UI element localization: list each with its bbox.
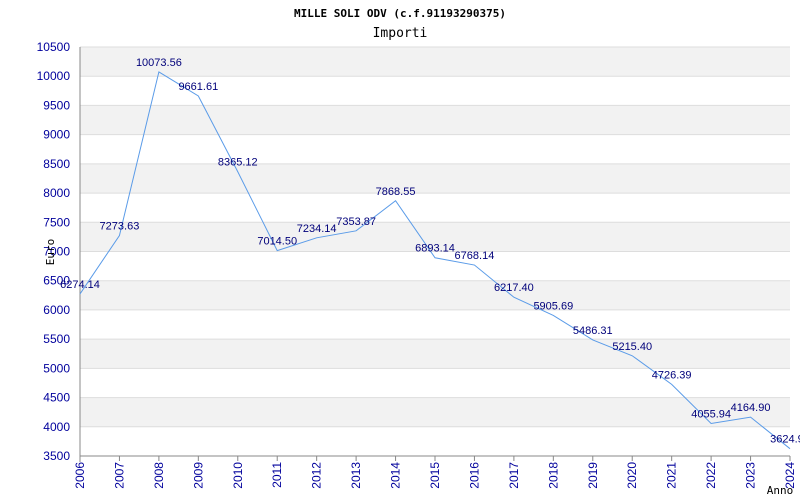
- data-label: 6768.14: [455, 250, 495, 262]
- x-tick-label: 2015: [428, 462, 442, 489]
- y-axis-title: Euro: [44, 239, 57, 266]
- y-tick-label: 9000: [43, 128, 70, 142]
- x-tick-label: 2012: [310, 462, 324, 489]
- data-label: 4164.90: [731, 402, 771, 414]
- x-tick-label: 2018: [546, 462, 560, 489]
- y-tick-label: 6000: [43, 303, 70, 317]
- x-tick-label: 2007: [112, 462, 126, 489]
- y-tick-label: 5500: [43, 332, 70, 346]
- y-tick-label: 4000: [43, 420, 70, 434]
- grid-band: [80, 280, 790, 310]
- grid-band: [80, 339, 790, 369]
- grid-band: [80, 134, 790, 164]
- chart-subtitle: Importi: [373, 26, 428, 41]
- y-tick-label: 8000: [43, 186, 70, 200]
- data-labels: 6274.14 7273.63 10073.56 9661.61 8365.12 7014…: [60, 57, 800, 446]
- grid-bands: [80, 47, 790, 456]
- x-tick-label: 2006: [73, 462, 87, 489]
- x-tick-label: 2023: [744, 462, 758, 489]
- x-tick-label: 2017: [507, 462, 521, 489]
- y-tick-label: 4500: [43, 391, 70, 405]
- chart-title: MILLE SOLI ODV (c.f.91193290375): [294, 7, 506, 20]
- grid-band: [80, 76, 790, 106]
- data-label: 8365.12: [218, 157, 258, 169]
- data-label: 3624.90: [770, 434, 800, 446]
- data-label: 6274.14: [60, 279, 100, 291]
- series-line: [79, 71, 791, 450]
- series-line-group: [79, 71, 791, 450]
- y-tick-label: 7000: [43, 245, 70, 259]
- grid-band: [80, 163, 790, 194]
- x-tick-label: 2013: [349, 462, 363, 489]
- y-tick-label: 8500: [43, 157, 70, 171]
- grid-band: [80, 426, 790, 456]
- y-tick-label: 5000: [43, 361, 70, 375]
- y-tick-label: 9500: [43, 98, 70, 112]
- data-label: 5215.40: [612, 341, 652, 353]
- x-tick-label: 2010: [231, 462, 245, 489]
- grid-band: [80, 397, 790, 427]
- data-label: 7014.50: [257, 236, 297, 248]
- grid-band: [80, 193, 790, 223]
- grid-band: [80, 309, 790, 340]
- x-axis-ticks: 2006 2007 2008 2009 2010 2011 2012 2013 2014 2015…: [73, 456, 797, 489]
- data-label: 7353.87: [336, 216, 376, 228]
- data-label: 4726.39: [652, 369, 692, 381]
- x-tick-label: 2021: [665, 462, 679, 489]
- grid-band: [80, 47, 790, 77]
- grid-band: [80, 105, 790, 135]
- y-tick-label: 7500: [43, 215, 70, 229]
- x-tick-label: 2022: [704, 462, 718, 489]
- x-tick-label: 2008: [152, 462, 166, 489]
- data-label: 6217.40: [494, 282, 534, 294]
- x-tick-label: 2020: [625, 462, 639, 489]
- x-axis-title: Anno: [767, 484, 794, 497]
- data-label: 7868.55: [376, 186, 416, 198]
- data-label: 6893.14: [415, 243, 455, 255]
- data-label: 5486.31: [573, 325, 613, 337]
- data-label: 4055.94: [691, 409, 731, 421]
- grid-lines: [80, 46, 790, 457]
- x-tick-label: 2011: [270, 462, 284, 488]
- data-label: 10073.56: [136, 57, 182, 69]
- x-tick-label: 2019: [586, 462, 600, 489]
- data-label: 7234.14: [297, 223, 337, 235]
- grid-band: [80, 251, 790, 281]
- data-label: 5905.69: [533, 300, 573, 312]
- data-label: 9661.61: [178, 81, 218, 93]
- x-tick-label: 2024: [783, 462, 797, 489]
- x-tick-label: 2014: [389, 462, 403, 489]
- y-axis-ticks: 3500 4000 4500 5000 5500 6000 6500 7000 7500 8000…: [37, 40, 71, 463]
- x-tick-label: 2009: [191, 462, 205, 489]
- y-tick-label: 10000: [37, 69, 71, 83]
- y-tick-label: 10500: [37, 40, 71, 54]
- y-tick-label: 3500: [43, 449, 70, 463]
- grid-band: [80, 368, 790, 398]
- grid-band: [80, 222, 790, 252]
- x-tick-label: 2016: [467, 462, 481, 489]
- y-tick-label: 6500: [43, 274, 70, 288]
- data-label: 7273.63: [100, 221, 140, 233]
